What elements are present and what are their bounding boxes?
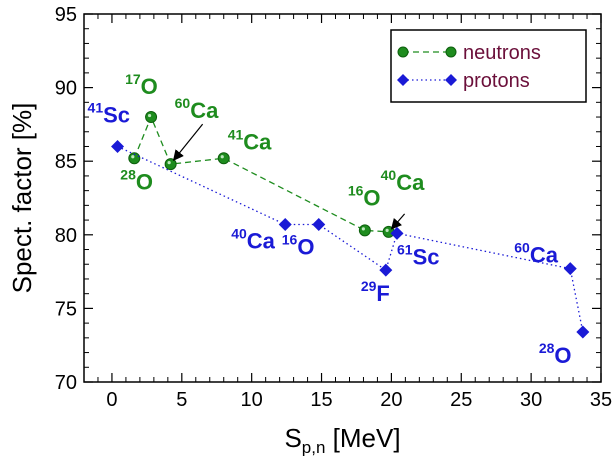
x-axis-title: Sp,n [MeV] xyxy=(284,423,400,456)
neutrons-point-highlight xyxy=(131,155,135,159)
nuclide-label: 28O xyxy=(120,166,153,194)
neutrons-point xyxy=(164,158,177,171)
nuclide-label: 41Sc xyxy=(88,99,130,127)
nuclide-label: 16O xyxy=(348,182,381,210)
nuclide-label: 41Ca xyxy=(228,126,272,154)
y-tick-label: 85 xyxy=(55,151,77,173)
nuclide-label: 16O xyxy=(282,231,315,259)
nuclide-label: 60Ca xyxy=(514,240,558,268)
neutrons-point xyxy=(217,152,230,165)
protons-point xyxy=(563,262,577,276)
legend-box xyxy=(390,29,587,103)
neutrons-point xyxy=(128,152,141,165)
protons-point xyxy=(278,217,292,231)
neutrons-point-highlight xyxy=(147,113,152,118)
y-tick-label: 80 xyxy=(55,225,77,247)
legend: neutrons protons xyxy=(390,29,587,103)
legend-marker-neutrons xyxy=(397,46,409,58)
y-tick-label: 90 xyxy=(55,78,77,100)
y-tick-label: 75 xyxy=(55,298,77,320)
y-tick-label: 70 xyxy=(55,372,77,394)
annotation-arrow xyxy=(390,213,406,230)
protons-point xyxy=(379,263,393,277)
neutrons-point xyxy=(145,111,158,124)
annotation-arrow xyxy=(172,123,204,161)
neutrons-point xyxy=(358,224,371,237)
x-tick-label: 5 xyxy=(176,389,187,411)
protons-line xyxy=(117,145,584,333)
legend-label-protons: protons xyxy=(463,70,530,92)
nuclide-label: 60Ca xyxy=(175,95,219,123)
x-tick-label: 0 xyxy=(106,389,117,411)
y-axis-title: Spect. factor [%] xyxy=(7,103,37,294)
series-layer xyxy=(111,111,590,339)
protons-point xyxy=(312,217,326,231)
x-tick-label: 25 xyxy=(450,389,472,411)
plot-frame xyxy=(83,13,602,383)
neutrons-point-highlight xyxy=(167,161,171,165)
legend-marker-protons xyxy=(397,74,409,86)
neutrons-point-highlight xyxy=(361,227,365,231)
nuclide-label: 29F xyxy=(361,278,390,306)
nuclide-label: 28O xyxy=(539,340,572,368)
protons-point xyxy=(576,325,590,339)
nuclide-label: 40Ca xyxy=(381,167,425,195)
protons-point xyxy=(390,226,404,240)
y-tick-label: 95 xyxy=(55,4,77,26)
legend-marker-neutrons xyxy=(445,46,457,58)
protons-point xyxy=(111,139,125,153)
x-tick-label: 20 xyxy=(380,389,402,411)
x-tick-label: 35 xyxy=(590,389,612,411)
x-tick-label: 15 xyxy=(310,389,332,411)
x-tick-label: 30 xyxy=(520,389,542,411)
nuclide-label: 40Ca xyxy=(231,225,275,253)
legend-label-neutrons: neutrons xyxy=(463,42,541,64)
neutrons-point-highlight xyxy=(220,155,224,159)
neutrons-point-highlight xyxy=(385,228,389,232)
x-tick-label: 10 xyxy=(241,389,263,411)
axes: 0 5 10 15 20 25 30 35 70 75 80 85 90 95 Sp,n [MeV] Spec… xyxy=(7,4,612,456)
nuclide-label: 61Sc xyxy=(397,241,440,269)
nuclide-label: 17O xyxy=(125,71,158,99)
legend-marker-protons xyxy=(445,74,457,86)
